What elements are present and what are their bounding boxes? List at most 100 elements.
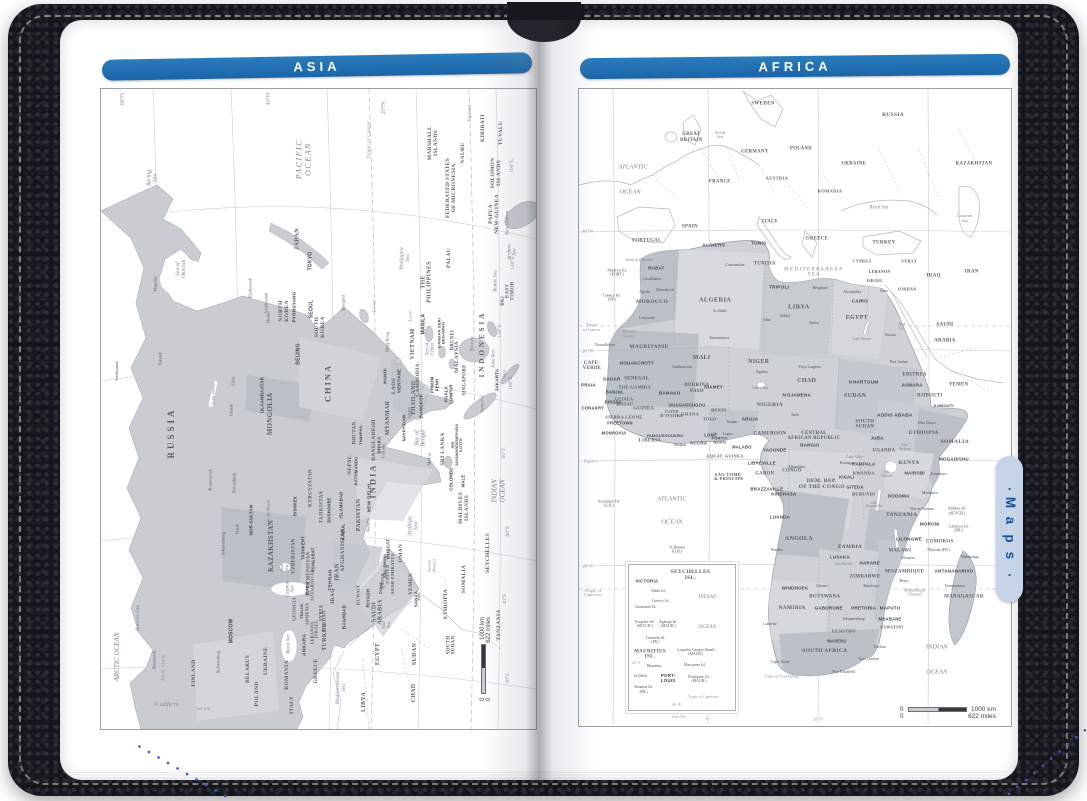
- asia-map: 60°N 40°N 20°N Tropic of Cancer Equator 160°E…: [100, 88, 537, 730]
- book-cover: ASIA: [8, 2, 1087, 801]
- map-label: Lake Chad: [751, 386, 769, 391]
- map-label: Caspian Sea: [285, 580, 297, 598]
- map-label: INDIAN OCEAN: [490, 479, 507, 503]
- asia-map-graphic: [101, 89, 536, 729]
- map-label: GUINEA: [633, 406, 655, 412]
- map-label: AUSTRIA: [765, 176, 789, 182]
- map-label: TOKYO: [307, 251, 314, 271]
- map-label: MOSCOW: [228, 618, 235, 644]
- map-label: DODOMA: [887, 493, 910, 499]
- map-label: MANILA: [420, 313, 427, 335]
- map-label: KIRIBATI: [479, 114, 486, 143]
- map-label: ATLANTIC: [657, 495, 687, 503]
- map-label: 60°E: [504, 525, 511, 537]
- map-label: LUANDA: [769, 514, 790, 520]
- map-label: ZIMBABWE: [849, 574, 881, 580]
- map-label: KABUL: [340, 523, 346, 541]
- map-label: Bering Sea: [146, 169, 160, 187]
- map-label: SOUTH SUDAN: [446, 635, 458, 655]
- africa-scale-bar: 0 1000 km 0 622 miles: [899, 705, 996, 720]
- map-label: Red Sea: [898, 321, 905, 331]
- map-label: GEORGIA: [291, 597, 297, 622]
- map-label: Mozambique Channel: [903, 587, 926, 597]
- map-label: 60°N: [119, 92, 126, 106]
- africa-map: 40 °N 20 °N Equator 20 °S Tropic of Cancer Tr…: [578, 88, 1012, 727]
- map-label: TASHKENT: [300, 535, 306, 560]
- map-label: In Salah: [713, 308, 727, 314]
- map-label: YAMOUSSOUKRO: [646, 433, 684, 438]
- map-label: MAURITANIE: [629, 343, 669, 350]
- map-label: Western Sahara: [622, 328, 636, 339]
- map-label: SYRIA: [319, 604, 325, 622]
- map-label: TBILISI: [298, 603, 304, 619]
- map-label: TAJIKISTAN: [318, 490, 324, 524]
- map-label: BENIN: [711, 407, 727, 413]
- map-label: MBABANE: [878, 616, 902, 622]
- map-label: CAPE- VERDE: [582, 360, 602, 372]
- map-label: BANGKOK: [418, 394, 424, 419]
- map-label: PALAU: [445, 247, 452, 268]
- map-label: Port Elizabeth: [832, 668, 856, 674]
- map-label: Equator: [583, 458, 599, 464]
- map-label: RUSSIA: [882, 112, 905, 119]
- map-label: BISHKEK: [292, 496, 298, 517]
- map-label: Aral Sea: [279, 563, 289, 572]
- map-label: COMOROS: [926, 539, 954, 545]
- map-label: CONAKRY: [581, 406, 605, 412]
- map-label: TURKEY: [872, 239, 896, 245]
- map-label: Lake Turkana: [898, 443, 911, 452]
- map-label: SAUDI: [936, 321, 954, 327]
- map-label: POLAND: [254, 681, 261, 707]
- map-label: PORTUGAL: [632, 238, 662, 244]
- map-label: Lake Victoria: [880, 470, 893, 479]
- map-label: CAMEROON: [753, 431, 787, 437]
- map-label: Arabian Sea: [407, 516, 421, 536]
- map-label: MYANMAR: [384, 400, 391, 436]
- map-label: BRAZZAVILLE: [750, 486, 784, 492]
- map-label: LESOTHO: [831, 628, 856, 634]
- map-label: Karachi: [365, 518, 371, 533]
- map-label: SWEDEN: [751, 101, 775, 107]
- map-label: MALDIVES ISLANDS: [457, 492, 470, 525]
- map-label: Murmansk: [151, 650, 157, 669]
- map-label: Namibe: [770, 546, 784, 552]
- map-label: PORT- LOUIS: [660, 673, 676, 684]
- map-label: St.Petersburg: [215, 651, 221, 674]
- map-label: DUSHANBE: [326, 497, 332, 523]
- map-label: Ibadan: [726, 418, 738, 424]
- map-label: EGYPT: [374, 643, 381, 666]
- map-label: RABAT: [648, 265, 665, 271]
- map-label: Casablanca: [642, 275, 662, 281]
- map-label: BRUNEI: [450, 329, 456, 351]
- map-label: BURKINA FASO: [684, 383, 710, 394]
- map-label: KYRGYZSTAN: [308, 468, 314, 507]
- map-label: TUNISIA: [753, 260, 776, 266]
- open-pages: ASIA: [60, 20, 1087, 801]
- map-label: KAMPALA: [851, 462, 876, 468]
- map-label: ANGOLA: [784, 535, 813, 542]
- map-label: Sebha: [780, 313, 790, 319]
- map-label: LAOS: [391, 377, 398, 395]
- map-label: 40°N: [265, 92, 272, 106]
- map-label: WINDHOEK: [781, 585, 809, 591]
- map-label: Bulawayo: [863, 583, 880, 589]
- map-label: Blantyre: [901, 555, 916, 561]
- map-label: Lake Tanganyika: [865, 500, 883, 509]
- map-label: KUALA LUMPUR: [443, 384, 453, 404]
- map-label: Calcutta: [380, 443, 386, 458]
- map-label: New Guinea: [505, 210, 511, 236]
- map-label: MOZAMBIQUE: [885, 569, 925, 575]
- map-label: DAKAR: [603, 376, 621, 382]
- map-label: SEOUL: [308, 300, 315, 319]
- map-label: Aldabra Isl. (SEYCH.): [947, 506, 967, 516]
- map-label: SAUDI ARABIA: [371, 599, 384, 625]
- map-label: OCEAN: [698, 624, 717, 631]
- map-label: Agadir: [639, 288, 651, 294]
- map-label: Reunion Isl. (FR.): [634, 685, 653, 694]
- map-label: Red Sea: [381, 621, 392, 629]
- map-label: Lagos: [722, 431, 733, 437]
- map-label: ARMENIA: [304, 602, 310, 626]
- map-label: Kufra: [809, 319, 819, 325]
- map-label: KINSHASA: [771, 491, 797, 497]
